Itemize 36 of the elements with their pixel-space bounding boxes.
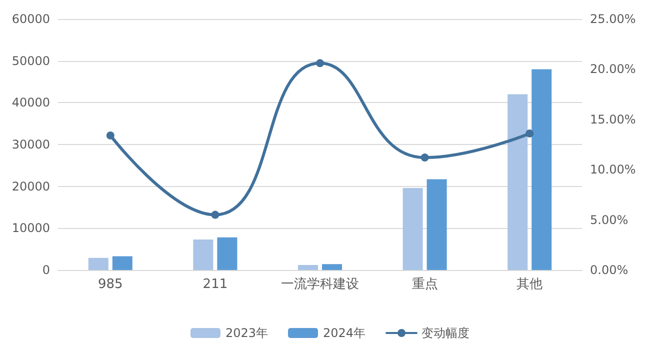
x-tick-label: 一流学科建设	[281, 276, 359, 292]
y2-tick-label: 15.00%	[590, 112, 636, 126]
y-tick-label: 50000	[12, 54, 50, 68]
bar	[402, 188, 423, 270]
bar	[112, 256, 132, 270]
bar	[88, 258, 108, 270]
y-tick-label: 20000	[12, 179, 50, 194]
y-tick-label: 0	[42, 263, 50, 277]
bar	[298, 264, 318, 270]
y2-tick-label: 5.00%	[590, 212, 628, 227]
point	[211, 210, 220, 219]
point	[526, 129, 534, 138]
y-tick-label: 10000	[12, 221, 50, 236]
bar	[532, 69, 552, 270]
bar	[508, 94, 528, 270]
x-tick-label: 211	[202, 277, 228, 292]
bar	[322, 264, 342, 270]
x-tick-label: 985	[98, 277, 123, 292]
legend-label: 变动幅度	[422, 326, 470, 340]
x-tick-label: 其他	[516, 277, 543, 292]
point	[420, 154, 429, 162]
x-tick-label: 重点	[412, 277, 438, 292]
bar	[217, 237, 238, 270]
y2-tick-label: 20.00%	[590, 62, 636, 76]
point	[316, 59, 324, 68]
y-tick-label: 60000	[12, 12, 50, 26]
y2-tick-label: 0.00%	[590, 263, 628, 277]
bar	[193, 239, 214, 270]
y2-tick-label: 25.00%	[590, 12, 636, 26]
y-tick-label: 40000	[12, 96, 50, 110]
point	[106, 131, 114, 140]
legend-label: 2024年	[323, 326, 366, 340]
y-tick-label: 30000	[12, 138, 50, 152]
y2-tick-label: 10.00%	[590, 162, 636, 177]
bar	[426, 179, 447, 270]
legend-label: 2023年	[225, 326, 268, 340]
